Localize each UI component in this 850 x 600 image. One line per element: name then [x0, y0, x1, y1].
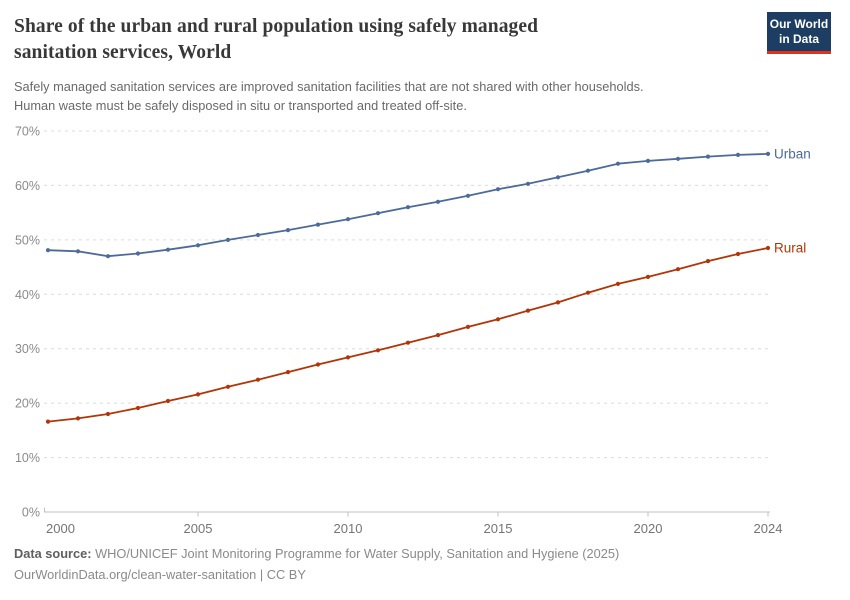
urban-point-2022[interactable]	[705, 154, 711, 159]
rural-point-2024[interactable]	[765, 245, 771, 251]
rural-point-2017[interactable]	[555, 300, 561, 305]
y-axis-label-60%: 60%	[15, 179, 40, 193]
urban-point-2004[interactable]	[165, 247, 171, 252]
permalink-link[interactable]: OurWorldinData.org/clean-water-sanitatio…	[14, 566, 257, 582]
chart-subtitle: Safely managed sanitation services are i…	[14, 77, 644, 115]
urban-point-2012[interactable]	[405, 205, 411, 210]
urban-point-2017[interactable]	[555, 175, 561, 180]
rural-point-2011[interactable]	[375, 348, 381, 353]
urban-point-2018[interactable]	[585, 168, 591, 173]
x-axis-label-2024: 2024	[754, 521, 783, 536]
rural-point-2021[interactable]	[675, 267, 681, 272]
y-axis-label-40%: 40%	[15, 288, 40, 302]
rural-series-label[interactable]: Rural	[774, 241, 806, 256]
urban-point-2020[interactable]	[645, 158, 651, 163]
rural-point-2002[interactable]	[105, 411, 111, 417]
chart-subtitle-line-2: Human waste must be safely disposed in s…	[14, 98, 467, 114]
rural-point-2008[interactable]	[285, 370, 291, 375]
rural-point-2015[interactable]	[495, 317, 501, 322]
x-axis-label-2000: 2000	[46, 521, 75, 536]
urban-point-2010[interactable]	[345, 217, 351, 222]
rural-point-2010[interactable]	[345, 355, 351, 360]
owid-logo-line-1: Our World	[769, 17, 829, 31]
y-axis-label-10%: 10%	[15, 451, 40, 465]
urban-line[interactable]	[47, 153, 769, 258]
rural-point-2014[interactable]	[465, 324, 471, 329]
urban-series[interactable]: Urban	[45, 146, 811, 259]
rural-line[interactable]	[47, 247, 769, 423]
urban-point-2011[interactable]	[375, 211, 381, 216]
urban-series-label[interactable]: Urban	[774, 146, 811, 161]
rural-point-2023[interactable]	[735, 251, 741, 257]
x-axis-label-2020: 2020	[634, 521, 663, 536]
x-axis-label-2010: 2010	[334, 521, 363, 536]
rural-point-2007[interactable]	[255, 377, 261, 382]
urban-point-2006[interactable]	[225, 237, 231, 242]
urban-point-2021[interactable]	[675, 156, 681, 161]
urban-point-2003[interactable]	[135, 251, 141, 256]
page-title-line-1: Share of the urban and rural population …	[14, 16, 539, 37]
urban-point-2015[interactable]	[495, 187, 501, 192]
urban-point-2008[interactable]	[285, 228, 291, 233]
y-axis-label-50%: 50%	[15, 233, 40, 247]
urban-point-2013[interactable]	[435, 199, 441, 204]
license-text: | CC BY	[256, 566, 306, 582]
urban-point-2000[interactable]	[45, 248, 51, 253]
rural-point-2018[interactable]	[585, 290, 591, 295]
urban-point-2019[interactable]	[615, 161, 621, 166]
rural-point-2000[interactable]	[45, 419, 51, 424]
rural-point-2012[interactable]	[405, 340, 411, 345]
urban-point-2016[interactable]	[525, 181, 531, 186]
x-axis-label-2015: 2015	[484, 521, 513, 536]
rural-point-2003[interactable]	[135, 405, 141, 411]
data-source-row: Data source: WHO/UNICEF Joint Monitoring…	[14, 544, 619, 565]
chart-footer: Data source: WHO/UNICEF Joint Monitoring…	[14, 544, 619, 585]
rural-point-2006[interactable]	[225, 384, 231, 389]
urban-point-2005[interactable]	[195, 243, 201, 248]
x-axis-label-2005: 2005	[184, 521, 213, 536]
rural-point-2020[interactable]	[645, 274, 651, 279]
urban-point-2023[interactable]	[735, 152, 741, 157]
urban-point-2014[interactable]	[465, 193, 471, 198]
data-source-label: Data source:	[14, 546, 92, 561]
rural-point-2016[interactable]	[525, 308, 531, 313]
rural-series[interactable]: Rural	[45, 241, 806, 424]
rural-point-2019[interactable]	[615, 281, 621, 286]
urban-point-2009[interactable]	[315, 222, 321, 227]
urban-point-2002[interactable]	[105, 254, 111, 259]
rural-point-2005[interactable]	[195, 392, 201, 397]
urban-point-2007[interactable]	[255, 232, 261, 238]
y-axis-label-30%: 30%	[15, 342, 40, 356]
owid-logo[interactable]: Our World in Data	[767, 12, 831, 54]
chart-subtitle-line-1: Safely managed sanitation services are i…	[14, 79, 644, 94]
owid-logo-line-2: in Data	[778, 32, 819, 46]
rural-point-2013[interactable]	[435, 333, 441, 338]
data-source-text: WHO/UNICEF Joint Monitoring Programme fo…	[91, 546, 620, 561]
urban-point-2024[interactable]	[765, 151, 771, 156]
permalink-row: OurWorldinData.org/clean-water-sanitatio…	[14, 565, 619, 586]
page-title: Share of the urban and rural population …	[14, 14, 538, 66]
page-title-line-2: sanitation services, World	[14, 42, 232, 64]
y-axis-label-20%: 20%	[15, 397, 40, 411]
rural-point-2022[interactable]	[705, 259, 711, 264]
rural-point-2004[interactable]	[165, 398, 171, 404]
rural-point-2001[interactable]	[75, 416, 81, 421]
urban-point-2001[interactable]	[75, 249, 81, 254]
y-axis-label-0%: 0%	[22, 506, 40, 520]
rural-point-2009[interactable]	[315, 362, 321, 367]
y-axis-label-70%: 70%	[15, 125, 40, 139]
line-chart[interactable]: 0% 10% 20% 30% 40% 50% 60% 70% 2000 2005 2010 2015 2…	[0, 120, 850, 560]
